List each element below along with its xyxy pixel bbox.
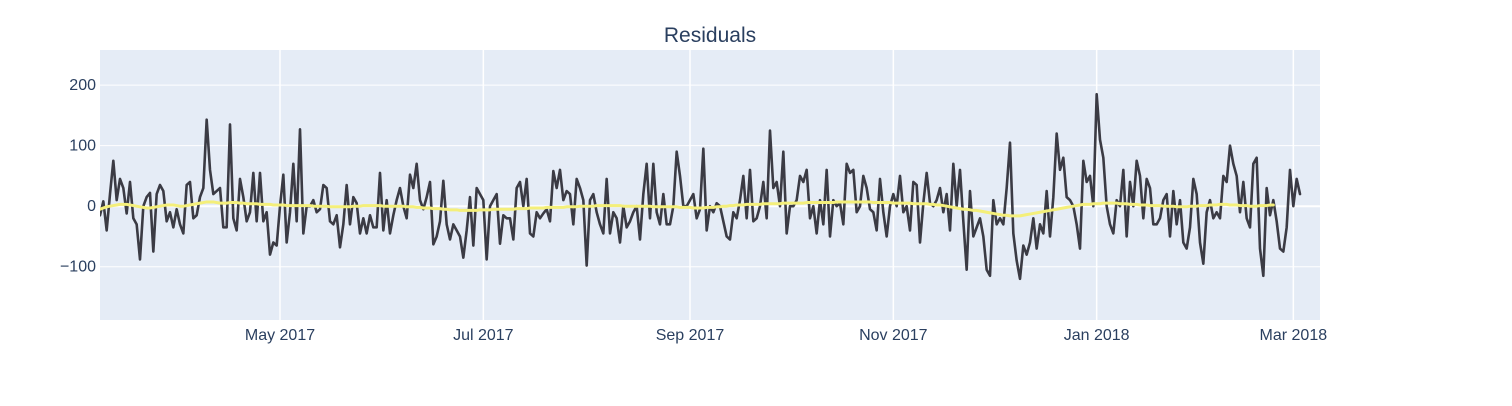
y-tick-label: 100: [69, 138, 96, 155]
x-tick-label: Jul 2017: [453, 327, 514, 344]
x-tick-label: May 2017: [245, 327, 315, 344]
y-tick-labels: −100 0 100 200: [60, 77, 96, 276]
plot-background: [100, 50, 1320, 320]
y-tick-label: 0: [87, 198, 96, 215]
y-tick-label: 200: [69, 77, 96, 94]
trend-series-line: [100, 200, 1275, 218]
x-tick-label: Mar 2018: [1260, 327, 1328, 344]
x-tick-label: Jan 2018: [1064, 327, 1130, 344]
x-tick-labels: May 2017 Jul 2017 Sep 2017 Nov 2017 Jan 2018…: [245, 327, 1327, 344]
y-tick-label: −100: [60, 259, 96, 276]
chart-title: Residuals: [664, 24, 756, 47]
x-tick-label: Nov 2017: [859, 327, 928, 344]
series-layer: [100, 92, 1302, 281]
x-tick-label: Sep 2017: [656, 327, 725, 344]
